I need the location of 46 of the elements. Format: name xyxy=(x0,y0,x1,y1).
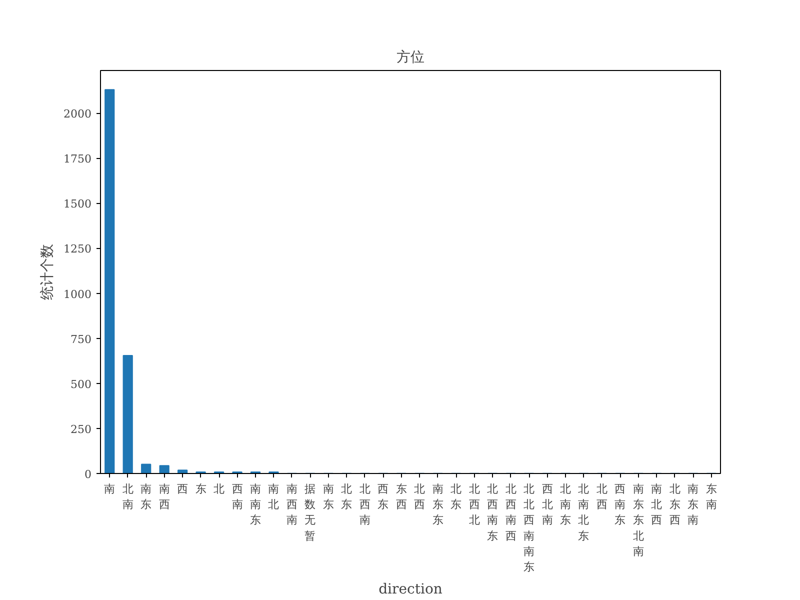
x-tick-label: 南 南东 xyxy=(250,482,261,527)
x-tick-label: 北南东 xyxy=(560,482,571,527)
x-tick-label: 北东 xyxy=(450,482,462,512)
x-tick-label: 北 南 xyxy=(122,482,134,512)
x-tick-label: 北 西南东 xyxy=(487,482,498,542)
x-tick-label: 北西南 xyxy=(359,482,370,527)
y-tick-label: 1000 xyxy=(64,288,92,301)
x-tick-label: 北 xyxy=(214,482,225,496)
x-tick-label: 南北西 xyxy=(651,482,662,527)
y-tick-label: 1750 xyxy=(64,152,92,166)
x-tick-label: 东南 xyxy=(706,482,717,512)
x-tick-label: 北南北东 xyxy=(578,482,590,542)
x-tick-label: 西 xyxy=(177,482,188,496)
x-tick-label: 北西北 xyxy=(468,482,480,527)
x-tick-label: 东 xyxy=(195,482,206,496)
x-tick-label: 南西 xyxy=(158,482,170,512)
x-tick-label: 南西南 xyxy=(286,482,298,527)
y-tick-label: 250 xyxy=(70,422,92,436)
x-axis-title: direction xyxy=(378,582,442,598)
x-tick-label: 南东 xyxy=(322,482,334,512)
x-tick-label: 南 xyxy=(104,482,116,496)
y-tick-label: 750 xyxy=(70,332,92,346)
y-tick-label: 1250 xyxy=(64,242,92,256)
x-tick-label: 北东西 xyxy=(669,482,680,527)
x-tick-label: 东西 xyxy=(396,482,407,512)
x-tick-label: 西南 xyxy=(232,482,243,512)
x-tick-label: 据数无暂 xyxy=(304,482,316,542)
chart-title: 方位 xyxy=(396,50,424,66)
y-tick-label: 2000 xyxy=(64,108,92,121)
x-tick-label: 南东 xyxy=(140,482,152,512)
x-tick-label: 南东东北南 xyxy=(632,482,644,558)
x-tick-label: 南 北 xyxy=(268,482,280,512)
x-tick-label: 西 南东 xyxy=(614,482,626,527)
y-tick-label: 0 xyxy=(84,468,92,481)
y-tick-label: 1500 xyxy=(64,198,92,211)
y-tick-label: 500 xyxy=(70,378,92,391)
x-tick-label: 北西 xyxy=(596,482,608,512)
x-tick-label: 北东 xyxy=(341,482,352,512)
x-tick-label: 南 东南 xyxy=(688,482,699,527)
x-tick-label: 南东 东 xyxy=(432,482,444,527)
y-axis-title: 统计个数 xyxy=(40,244,56,300)
x-tick-label: 西 东 xyxy=(378,482,389,512)
x-tick-label: 西北南 xyxy=(542,482,553,527)
x-tick-label: 北西 xyxy=(414,482,426,512)
x-tick-label: 北北西南南东 xyxy=(524,482,535,574)
x-tick-label: 北 西南 西 xyxy=(505,482,516,542)
